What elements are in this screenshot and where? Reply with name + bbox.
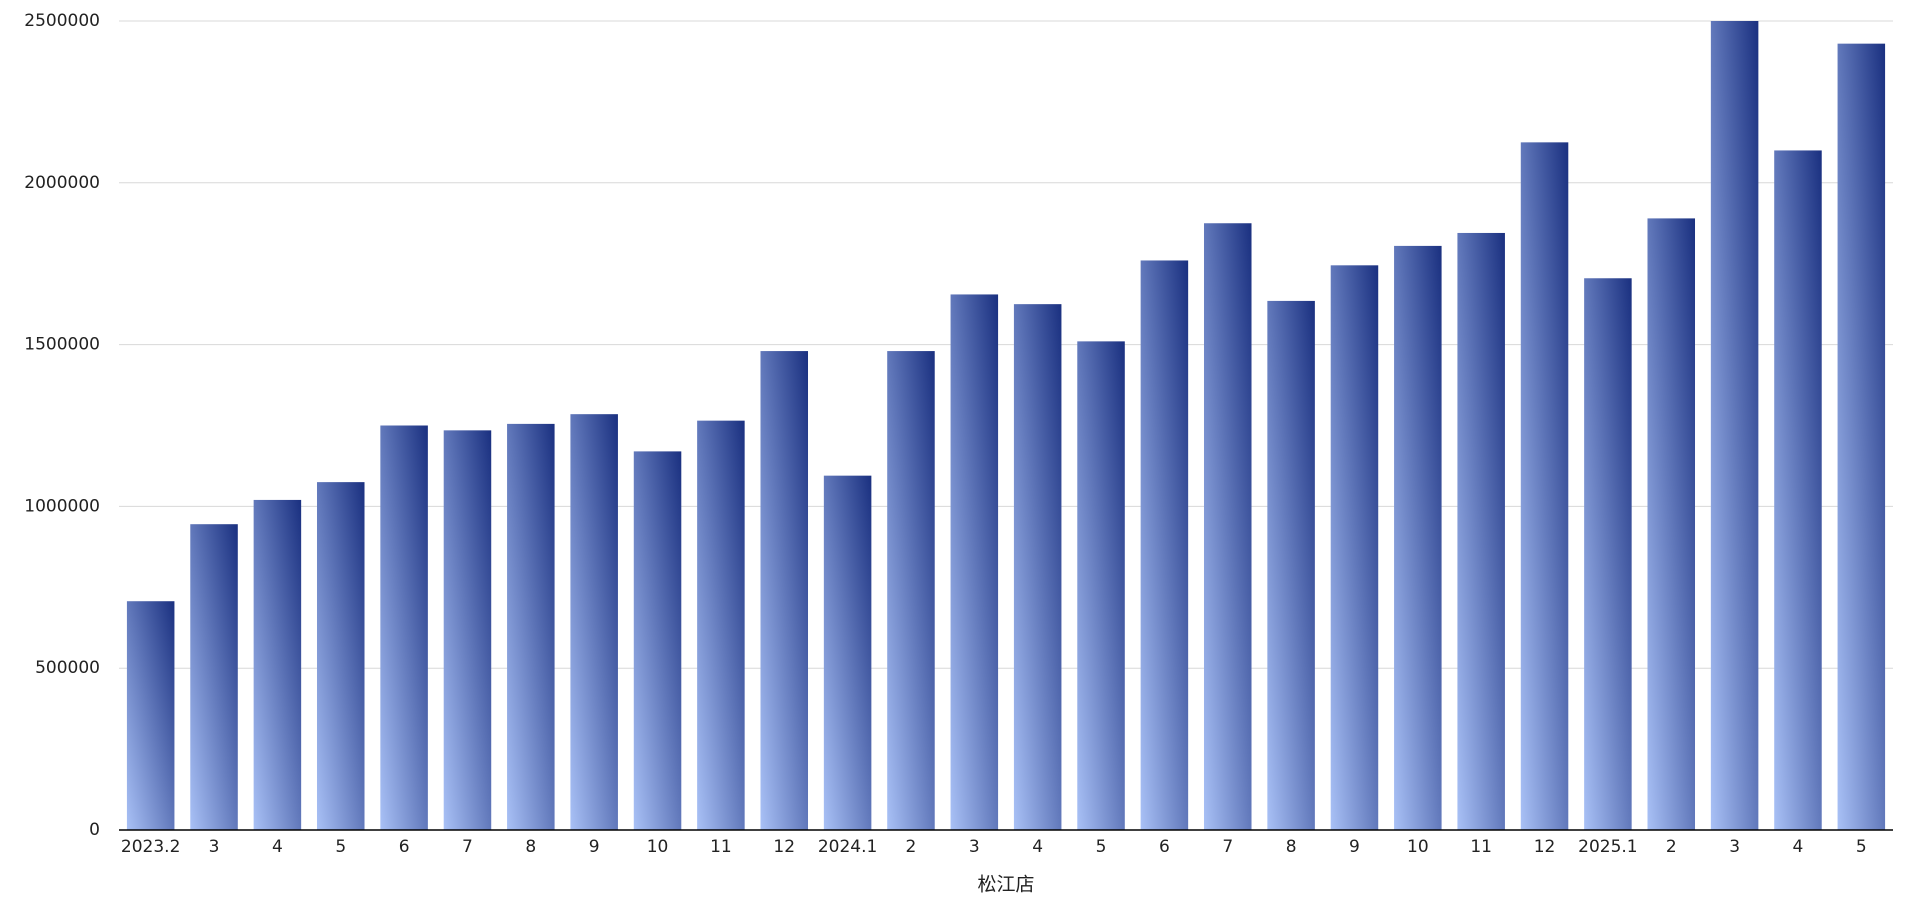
x-tick-label: 10 — [1407, 837, 1429, 857]
bar — [1394, 245, 1442, 831]
x-tick-label: 9 — [1349, 837, 1360, 857]
bar — [126, 601, 175, 830]
bar — [1647, 218, 1696, 830]
bar — [1457, 232, 1505, 830]
bar — [190, 524, 238, 830]
bar — [823, 475, 872, 830]
x-tick-label: 3 — [209, 837, 220, 857]
x-tick-label: 6 — [1159, 837, 1170, 857]
bar — [1267, 300, 1315, 830]
x-tick-label: 7 — [1222, 837, 1233, 857]
x-tick-label: 12 — [773, 837, 795, 857]
bar — [1520, 142, 1569, 831]
x-axis-label: 松江店 — [977, 874, 1034, 896]
x-tick-label: 2025.1 — [1578, 837, 1637, 857]
bar — [887, 351, 935, 830]
bar — [950, 294, 999, 830]
y-tick-label: 2500000 — [24, 11, 100, 31]
x-tick-label: 2023.2 — [121, 837, 180, 857]
bar — [1837, 43, 1886, 831]
bar — [1584, 278, 1632, 831]
y-tick-label: 0 — [89, 820, 100, 840]
x-tick-label: 5 — [1856, 837, 1867, 857]
x-tick-label: 3 — [1729, 837, 1740, 857]
y-tick-label: 1500000 — [24, 335, 100, 355]
x-tick-label: 4 — [1032, 837, 1043, 857]
bar — [253, 499, 302, 830]
x-tick-label: 4 — [272, 837, 283, 857]
x-tick-label: 2024.1 — [818, 837, 877, 857]
y-tick-label: 500000 — [35, 658, 100, 678]
bar — [380, 425, 428, 830]
bar — [1013, 304, 1062, 830]
x-tick-label: 3 — [969, 837, 980, 857]
x-tick-label: 2 — [1666, 837, 1677, 857]
x-tick-label: 5 — [335, 837, 346, 857]
x-tick-label: 6 — [399, 837, 410, 857]
x-tick-label: 11 — [1470, 837, 1492, 857]
bar — [316, 482, 365, 830]
bar — [633, 451, 682, 830]
x-tick-label: 9 — [589, 837, 600, 857]
y-tick-label: 1000000 — [24, 496, 100, 516]
x-tick-label: 4 — [1793, 837, 1804, 857]
x-tick-label: 10 — [647, 837, 669, 857]
bar — [1330, 265, 1379, 830]
x-tick-label: 8 — [1286, 837, 1297, 857]
bar — [507, 423, 555, 830]
bar — [443, 430, 492, 830]
x-tick-label: 5 — [1096, 837, 1107, 857]
bar — [1077, 341, 1125, 830]
x-tick-label: 11 — [710, 837, 732, 857]
x-tick-label: 7 — [462, 837, 473, 857]
x-tick-label: 8 — [525, 837, 536, 857]
bar — [1710, 21, 1759, 830]
bar — [760, 351, 809, 830]
bar — [1140, 260, 1189, 830]
bar — [1774, 150, 1822, 830]
x-tick-label: 2 — [906, 837, 917, 857]
x-tick-label: 12 — [1534, 837, 1556, 857]
bar — [697, 420, 745, 830]
bar — [570, 414, 618, 830]
y-tick-label: 2000000 — [24, 173, 100, 193]
bar — [1203, 223, 1252, 830]
